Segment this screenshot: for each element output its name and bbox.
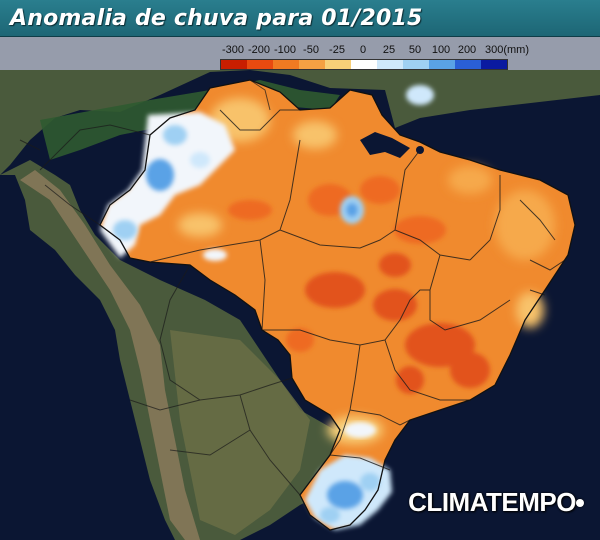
state-borders	[149, 109, 566, 471]
white-patch-parana	[344, 422, 376, 438]
legend-label: -50	[303, 44, 319, 56]
brazil-border	[99, 79, 576, 531]
legend-label: -300	[221, 44, 245, 56]
legend-swatch	[377, 60, 403, 69]
legend-label: 50	[408, 44, 422, 56]
legend-swatch	[481, 60, 507, 69]
legend-label: 200	[457, 44, 477, 56]
legend-swatch	[221, 60, 247, 69]
andes-relief	[20, 170, 200, 540]
legend-labels: -300 -200 -100 -50 -25 0 25 50 100 200 3…	[220, 44, 600, 58]
chaco-plains	[170, 330, 310, 535]
legend-swatch	[299, 60, 325, 69]
legend-label: -200	[247, 44, 271, 56]
legend-swatch	[273, 60, 299, 69]
country-borders	[19, 79, 301, 496]
legend-swatch	[325, 60, 351, 69]
legend-label: -25	[329, 44, 345, 56]
legend-swatch	[351, 60, 377, 69]
logo-dot-icon	[576, 499, 584, 507]
deficit-cores	[228, 176, 490, 394]
legend-label: -100	[273, 44, 297, 56]
legend-swatch	[429, 60, 455, 69]
legend-color-scale	[220, 59, 508, 70]
amazon-delta	[360, 132, 424, 158]
legend-swatch	[403, 60, 429, 69]
legend-label: 25	[382, 44, 396, 56]
continent-landmass	[0, 70, 600, 540]
south-blue-cores	[320, 473, 380, 523]
legend-label: 0	[359, 44, 367, 56]
title-bar: Anomalia de chuva para 01/2015	[0, 0, 600, 37]
legend-label: 300(mm)	[484, 44, 530, 56]
legend-swatch	[455, 60, 481, 69]
legend-swatch	[247, 60, 273, 69]
anomaly-map	[0, 70, 600, 540]
page-title: Anomalia de chuva para 01/2015	[10, 5, 423, 31]
legend-label: 100	[431, 44, 451, 56]
climatempo-logo: CLIMATEMPO	[408, 487, 576, 517]
surplus-blues	[113, 85, 434, 261]
